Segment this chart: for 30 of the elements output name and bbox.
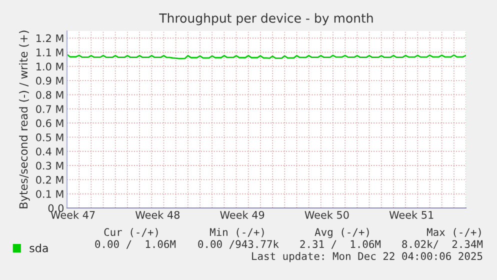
text: 2.31 / 1.06M [300, 240, 381, 249]
y-tick-label: 0.9 M [36, 76, 64, 85]
legend-label: sda [30, 244, 48, 252]
x-tick-label: Week 49 [220, 210, 264, 219]
y-tick-label: 0.7 M [36, 105, 64, 113]
y-tick-label: 1.1 M [36, 48, 64, 56]
x-tick-label: Week 50 [304, 210, 349, 219]
text: Min (-/+) [210, 228, 264, 238]
y-tick-label: 0.1 M [36, 190, 64, 198]
y-tick-label: 0.0 [48, 204, 64, 212]
x-tick-label: Week 48 [135, 210, 180, 219]
text: 0.00 / 1.06M [95, 240, 176, 249]
y-axis-title: Bytes/second read (-) / write (+) [19, 30, 30, 208]
text: Last update: Mon Dec 22 04:00:06 2025 [252, 252, 482, 262]
text: 0.00 /943.77k [198, 240, 279, 249]
text: Max (-/+) [426, 228, 481, 238]
y-tick-label: 0.4 M [36, 148, 64, 156]
x-tick-label: Week 47 [50, 210, 95, 219]
y-tick-label: 0.2 M [36, 176, 64, 184]
y-tick-label: 0.3 M [36, 162, 64, 170]
y-tick-label: 0.6 M [36, 119, 64, 128]
y-tick-label: 1.0 M [36, 62, 64, 71]
x-tick-label: Week 51 [389, 210, 434, 219]
y-tick-label: 0.5 M [36, 133, 64, 142]
text: 8.02k/ 2.34M [402, 240, 483, 249]
text: Cur (-/+) [104, 228, 158, 238]
chart-title: Throughput per device - by month [159, 13, 373, 26]
y-tick-label: 0.8 M [36, 90, 64, 99]
text: Avg (-/+) [314, 228, 369, 238]
y-tick-label: 1.2 M [36, 34, 64, 42]
